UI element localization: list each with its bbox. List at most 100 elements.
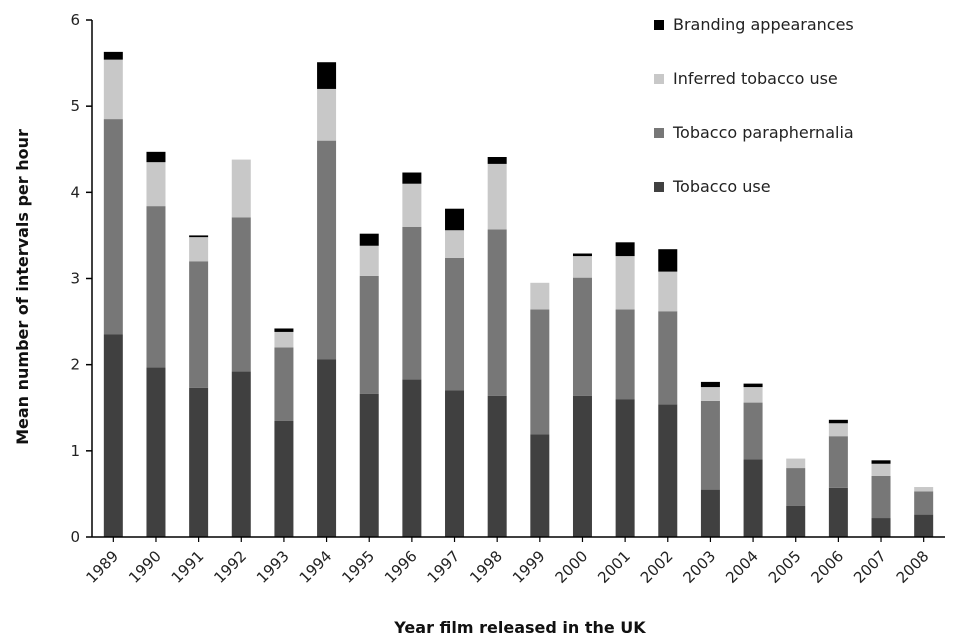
bar-segment-branding-appearances	[487, 157, 507, 164]
bar-segment-inferred-tobacco-use	[487, 163, 507, 230]
x-tick-label: 1997	[424, 547, 464, 587]
x-axis-title: Year film released in the UK	[393, 618, 646, 635]
x-tick-label: 1996	[381, 547, 421, 587]
bar-segment-tobacco-paraphernalia	[828, 436, 848, 488]
bar-segment-tobacco-use	[530, 434, 550, 537]
bar-segment-tobacco-paraphernalia	[146, 206, 166, 368]
bar-segment-inferred-tobacco-use	[231, 159, 251, 218]
x-tick-label: 2000	[552, 547, 592, 587]
bar-segment-inferred-tobacco-use	[615, 256, 635, 310]
x-tick-label: 1995	[338, 547, 378, 587]
bar-segment-tobacco-use	[914, 514, 934, 537]
bar-segment-tobacco-paraphernalia	[743, 402, 763, 460]
bar-segment-tobacco-paraphernalia	[700, 400, 720, 490]
x-tick-label: 2006	[807, 547, 847, 587]
bar-segment-branding-appearances	[189, 235, 209, 238]
bar-segment-tobacco-paraphernalia	[572, 277, 592, 396]
bar-segment-tobacco-paraphernalia	[103, 119, 123, 335]
bar-segment-inferred-tobacco-use	[103, 59, 123, 120]
bar-segment-tobacco-use	[103, 334, 123, 537]
bar-segment-inferred-tobacco-use	[828, 423, 848, 437]
x-axis-ticks: 1989 1990 1991 1992 1993 1994 1995 1996 1997 1998…	[82, 537, 933, 587]
bar-segment-tobacco-use	[871, 518, 891, 537]
plot-area	[103, 51, 934, 537]
bar-segment-tobacco-use	[189, 387, 209, 537]
bar-segment-inferred-tobacco-use	[572, 256, 592, 278]
bar-segment-branding-appearances	[445, 208, 465, 231]
x-tick-label: 2005	[765, 547, 805, 587]
bar-segment-tobacco-paraphernalia	[189, 261, 209, 388]
bar-segment-inferred-tobacco-use	[743, 387, 763, 403]
bar-segment-inferred-tobacco-use	[700, 387, 720, 401]
bar-segment-branding-appearances	[700, 381, 720, 388]
bar-segment-inferred-tobacco-use	[146, 162, 166, 207]
bar-segment-tobacco-use	[615, 399, 635, 537]
bar-segment-branding-appearances	[274, 328, 294, 332]
bar-segment-tobacco-use	[786, 505, 806, 537]
bar-segment-tobacco-use	[231, 371, 251, 537]
bar-segment-branding-appearances	[828, 419, 848, 424]
bar-segment-inferred-tobacco-use	[402, 183, 422, 227]
bar-segment-tobacco-paraphernalia	[871, 475, 891, 519]
bar-segment-tobacco-paraphernalia	[615, 309, 635, 400]
bar-segment-tobacco-use	[445, 390, 465, 537]
bar-segment-inferred-tobacco-use	[786, 458, 806, 469]
bar-segment-branding-appearances	[103, 51, 123, 60]
legend-label: Inferred tobacco use	[673, 69, 838, 88]
bar-segment-tobacco-use	[828, 487, 848, 537]
bar-segment-tobacco-use	[743, 459, 763, 537]
y-tick-label: 3	[70, 270, 80, 288]
y-tick-label: 1	[70, 442, 80, 460]
legend-label: Branding appearances	[673, 15, 854, 34]
y-axis-title: Mean number of intervals per hour	[13, 129, 32, 445]
bar-segment-tobacco-paraphernalia	[530, 309, 550, 435]
bar-segment-tobacco-paraphernalia	[786, 468, 806, 506]
bar-segment-tobacco-paraphernalia	[487, 229, 507, 396]
legend-swatch	[654, 74, 664, 84]
x-tick-label: 2001	[594, 547, 634, 587]
bar-segment-tobacco-use	[572, 395, 592, 537]
bar-segment-tobacco-use	[274, 420, 294, 537]
bar-segment-inferred-tobacco-use	[871, 463, 891, 476]
bar-segment-tobacco-use	[146, 367, 166, 537]
x-tick-label: 1991	[168, 547, 208, 587]
bar-segment-branding-appearances	[146, 151, 166, 163]
bar-segment-branding-appearances	[317, 62, 337, 89]
x-tick-label: 2004	[722, 547, 762, 587]
bar-segment-tobacco-paraphernalia	[274, 347, 294, 421]
legend-swatch	[654, 182, 664, 192]
bar-segment-tobacco-use	[359, 393, 379, 537]
x-tick-label: 1998	[466, 547, 506, 587]
bar-segment-branding-appearances	[871, 460, 891, 464]
x-tick-label: 1999	[509, 547, 549, 587]
bar-segment-inferred-tobacco-use	[530, 282, 550, 310]
bar-segment-tobacco-use	[658, 404, 678, 537]
bar-segment-inferred-tobacco-use	[274, 331, 294, 348]
bar-segment-branding-appearances	[402, 172, 422, 184]
y-tick-label: 5	[70, 97, 80, 115]
bar-segment-branding-appearances	[743, 383, 763, 388]
y-tick-label: 6	[70, 11, 80, 29]
bar-segment-inferred-tobacco-use	[317, 88, 337, 141]
legend: Branding appearances Inferred tobacco use…	[654, 15, 854, 196]
bar-segment-tobacco-use	[487, 395, 507, 537]
y-tick-label: 4	[70, 183, 80, 201]
bar-segment-tobacco-paraphernalia	[445, 257, 465, 391]
legend-label: Tobacco paraphernalia	[672, 123, 854, 142]
bar-segment-tobacco-paraphernalia	[231, 217, 251, 372]
bar-segment-tobacco-use	[317, 359, 337, 537]
bar-segment-tobacco-use	[700, 489, 720, 537]
legend-swatch	[654, 20, 664, 30]
x-tick-label: 1994	[296, 547, 336, 587]
y-tick-label: 0	[70, 528, 80, 546]
bar-segment-tobacco-paraphernalia	[914, 491, 934, 515]
x-tick-label: 2002	[637, 547, 677, 587]
bar-segment-tobacco-paraphernalia	[317, 140, 337, 360]
x-tick-label: 1992	[210, 547, 250, 587]
bar-segment-branding-appearances	[658, 249, 678, 272]
bar-segment-tobacco-use	[402, 379, 422, 537]
bar-segment-branding-appearances	[572, 253, 592, 257]
bar-segment-inferred-tobacco-use	[445, 230, 465, 258]
x-tick-label: 1990	[125, 547, 165, 587]
